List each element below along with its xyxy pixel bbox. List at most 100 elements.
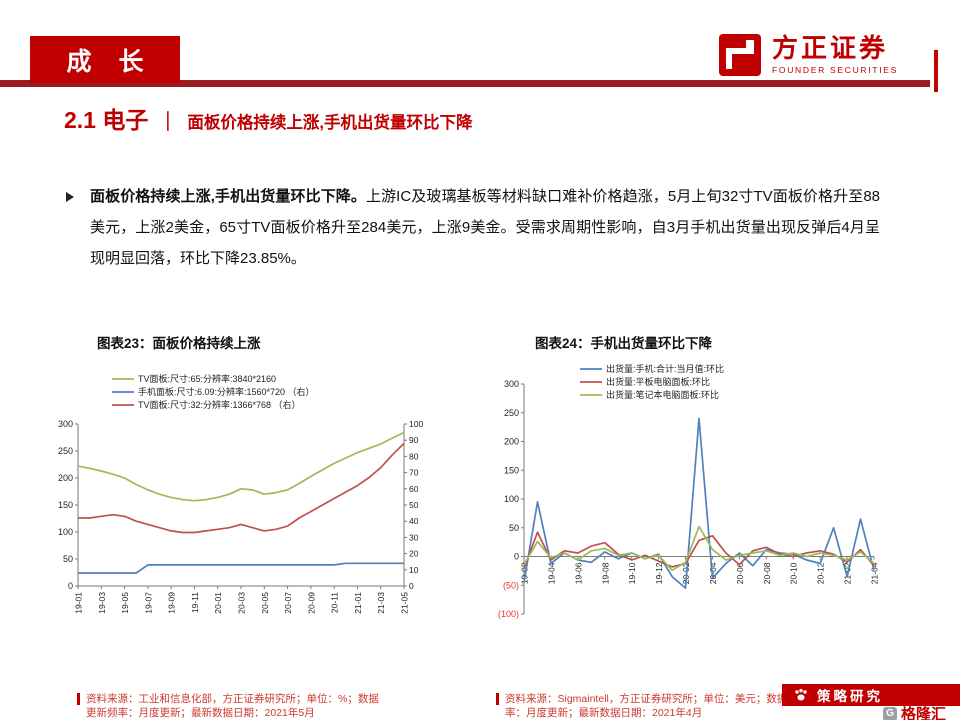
y-axis-label: 250	[58, 446, 73, 456]
y-axis-label: 250	[504, 408, 519, 418]
legend-label: 出货量:手机:合计:当月值:环比	[606, 363, 724, 374]
source-marker	[496, 693, 499, 705]
x-axis-label: 20-11	[330, 592, 340, 613]
body-text: 上游IC及玻璃基板等材料缺口难补价格趋涨，5月上旬32寸TV面板价格升至88美元…	[90, 188, 881, 267]
x-axis-label: 19-01	[74, 592, 84, 614]
x-axis-label: 19-03	[97, 592, 107, 614]
right-axis-label: 50	[409, 500, 419, 510]
y-axis-label: 300	[58, 419, 73, 429]
x-axis-label: 20-06	[735, 562, 745, 584]
source-marker	[77, 693, 80, 705]
x-axis-label: 20-01	[213, 592, 223, 614]
legend-label: 出货量:平板电脑面板:环比	[606, 376, 710, 387]
header-accent-bar	[934, 50, 938, 92]
arrow-bullet-icon	[66, 192, 74, 202]
source-note-left: 资料来源：工业和信息化部，方正证券研究所；单位：%；数据更新频率：月度更新；最新…	[77, 692, 386, 720]
paw-icon	[795, 688, 807, 701]
gelonghui-icon: G	[882, 706, 897, 720]
series-line-0	[523, 417, 875, 589]
body-lead-bold: 面板价格持续上涨,手机出货量环比下降。	[90, 188, 366, 205]
chart-legend: TV面板:尺寸:65:分辨率:3840*2160 手机面板:尺寸:6.09:分辨率…	[112, 373, 315, 410]
source-left-text: 资料来源：工业和信息化部，方正证券研究所；单位：%；数据更新频率：月度更新；最新…	[86, 693, 379, 719]
x-axis-label: 20-08	[762, 562, 772, 584]
series-line-2	[523, 525, 875, 572]
series-line-1	[523, 531, 875, 569]
shipment-line-chart: 出货量:手机:合计:当月值:环比出货量:平板电脑面板:环比出货量:笔记本电脑面板…	[498, 363, 880, 619]
legend-label: TV面板:尺寸:32:分辨率:1366*768 （右）	[138, 399, 301, 410]
x-axis-label: 20-07	[283, 592, 293, 614]
logo-name-cn: 方正证券	[772, 33, 889, 63]
x-axis-label: 20-09	[306, 592, 316, 614]
panel-price-line-chart: TV面板:尺寸:65:分辨率:3840*2160 手机面板:尺寸:6.09:分辨率…	[58, 373, 423, 614]
legend-label: 手机面板:尺寸:6.09:分辨率:1560*720 （右）	[138, 386, 315, 397]
title-number: 2.1 电子	[64, 107, 149, 133]
series-line-0	[77, 431, 405, 502]
x-axis-label: 21-03	[376, 592, 386, 614]
right-axis-label: 10	[409, 565, 419, 575]
right-axis-label: 60	[409, 484, 419, 494]
x-axis-label: 20-05	[260, 592, 270, 614]
x-axis-label: 20-10	[789, 562, 799, 584]
y-axis-label: 150	[504, 465, 519, 475]
right-axis-label: 80	[409, 451, 419, 461]
y-axis-label: 50	[509, 523, 519, 533]
chart-axes: (100) (50) 0 50 100 150 200 250 300 19-02 19-04 19-…	[498, 379, 880, 619]
y-axis-label: 0	[68, 581, 73, 591]
x-axis-label: 19-06	[573, 562, 583, 584]
source-right-text: 资料来源：Sigmaintell，方正证券研究所；单位：美元；数据更新频率：月度…	[505, 693, 819, 719]
y-axis-label: 150	[58, 500, 73, 510]
chart-series	[77, 431, 405, 574]
right-axis-label: 40	[409, 516, 419, 526]
header-rule	[0, 80, 930, 87]
right-axis-label: 100	[409, 419, 423, 429]
x-axis-label: 20-03	[237, 592, 247, 614]
x-axis-label: 20-04	[708, 562, 718, 584]
title-subtitle: 面板价格持续上涨,手机出货量环比下降	[187, 114, 473, 132]
x-axis-label: 19-09	[167, 592, 177, 614]
right-axis-label: 20	[409, 549, 419, 559]
right-axis-label: 30	[409, 532, 419, 542]
y-axis-label: (50)	[503, 580, 519, 590]
x-axis-label: 19-02	[520, 562, 530, 584]
right-axis-label: 0	[409, 581, 414, 591]
x-axis-label: 21-01	[353, 592, 363, 614]
legend-label: 出货量:笔记本电脑面板:环比	[606, 389, 719, 400]
logo-name-en: FOUNDER SECURITIES	[772, 65, 898, 75]
x-axis-label: 21-04	[870, 562, 880, 584]
chart23-title: 图表23：面板价格持续上涨	[97, 336, 261, 351]
series-line-1	[78, 562, 404, 574]
y-axis-label: 50	[63, 554, 73, 564]
legend-label: TV面板:尺寸:65:分辨率:3840*2160	[138, 373, 276, 384]
y-axis-label: 100	[58, 527, 73, 537]
chart-axes: 0 50 100 150 200 250 300 0 10 20 30 40 50 60 70 80 90 100…	[58, 419, 423, 614]
y-axis-label: 100	[504, 494, 519, 504]
title-separator: ｜	[158, 112, 178, 133]
shipment-chart-block: 图表24：手机出货量环比下降 出货量:手机:合计:当月值:环比 出货量:平板电脑面…	[478, 332, 890, 651]
chart-legend: 出货量:手机:合计:当月值:环比出货量:平板电脑面板:环比出货量:笔记本电脑面板…	[580, 363, 724, 400]
y-axis-label: 0	[514, 552, 519, 562]
logo-text: 方正证券 FOUNDER SECURITIES	[772, 35, 898, 75]
x-axis-label: 21-05	[400, 592, 410, 614]
series-line-2	[78, 442, 405, 534]
panel-price-chart-block: 图表23：面板价格持续上涨 TV面板:尺寸:65:分辨率:3840*2160 手机…	[40, 332, 452, 651]
x-axis-label: 19-10	[627, 562, 637, 584]
body-paragraph: 面板价格持续上涨,手机出货量环比下降。上游IC及玻璃基板等材料缺口难补价格趋涨，…	[90, 181, 880, 274]
strategy-watermark-label: 策略研究	[817, 689, 883, 704]
y-axis-label: (100)	[498, 609, 519, 619]
founder-logo-icon	[719, 34, 761, 76]
gelonghui-watermark: G 格隆汇	[882, 703, 946, 720]
section-banner: 成 长	[30, 36, 180, 83]
section-label: 成 长	[66, 47, 154, 76]
chart-series	[523, 417, 875, 589]
y-axis-label: 200	[504, 437, 519, 447]
x-axis-label: 19-07	[143, 592, 153, 614]
y-axis-label: 200	[58, 473, 73, 483]
x-axis-label: 19-11	[190, 592, 200, 613]
gelonghui-label: 格隆汇	[900, 706, 946, 720]
right-axis-label: 70	[409, 468, 419, 478]
page-title: 2.1 电子 ｜ 面板价格持续上涨,手机出货量环比下降	[64, 101, 472, 135]
x-axis-label: 19-08	[600, 562, 610, 584]
y-axis-label: 300	[504, 379, 519, 389]
chart24-title: 图表24：手机出货量环比下降	[535, 336, 713, 351]
